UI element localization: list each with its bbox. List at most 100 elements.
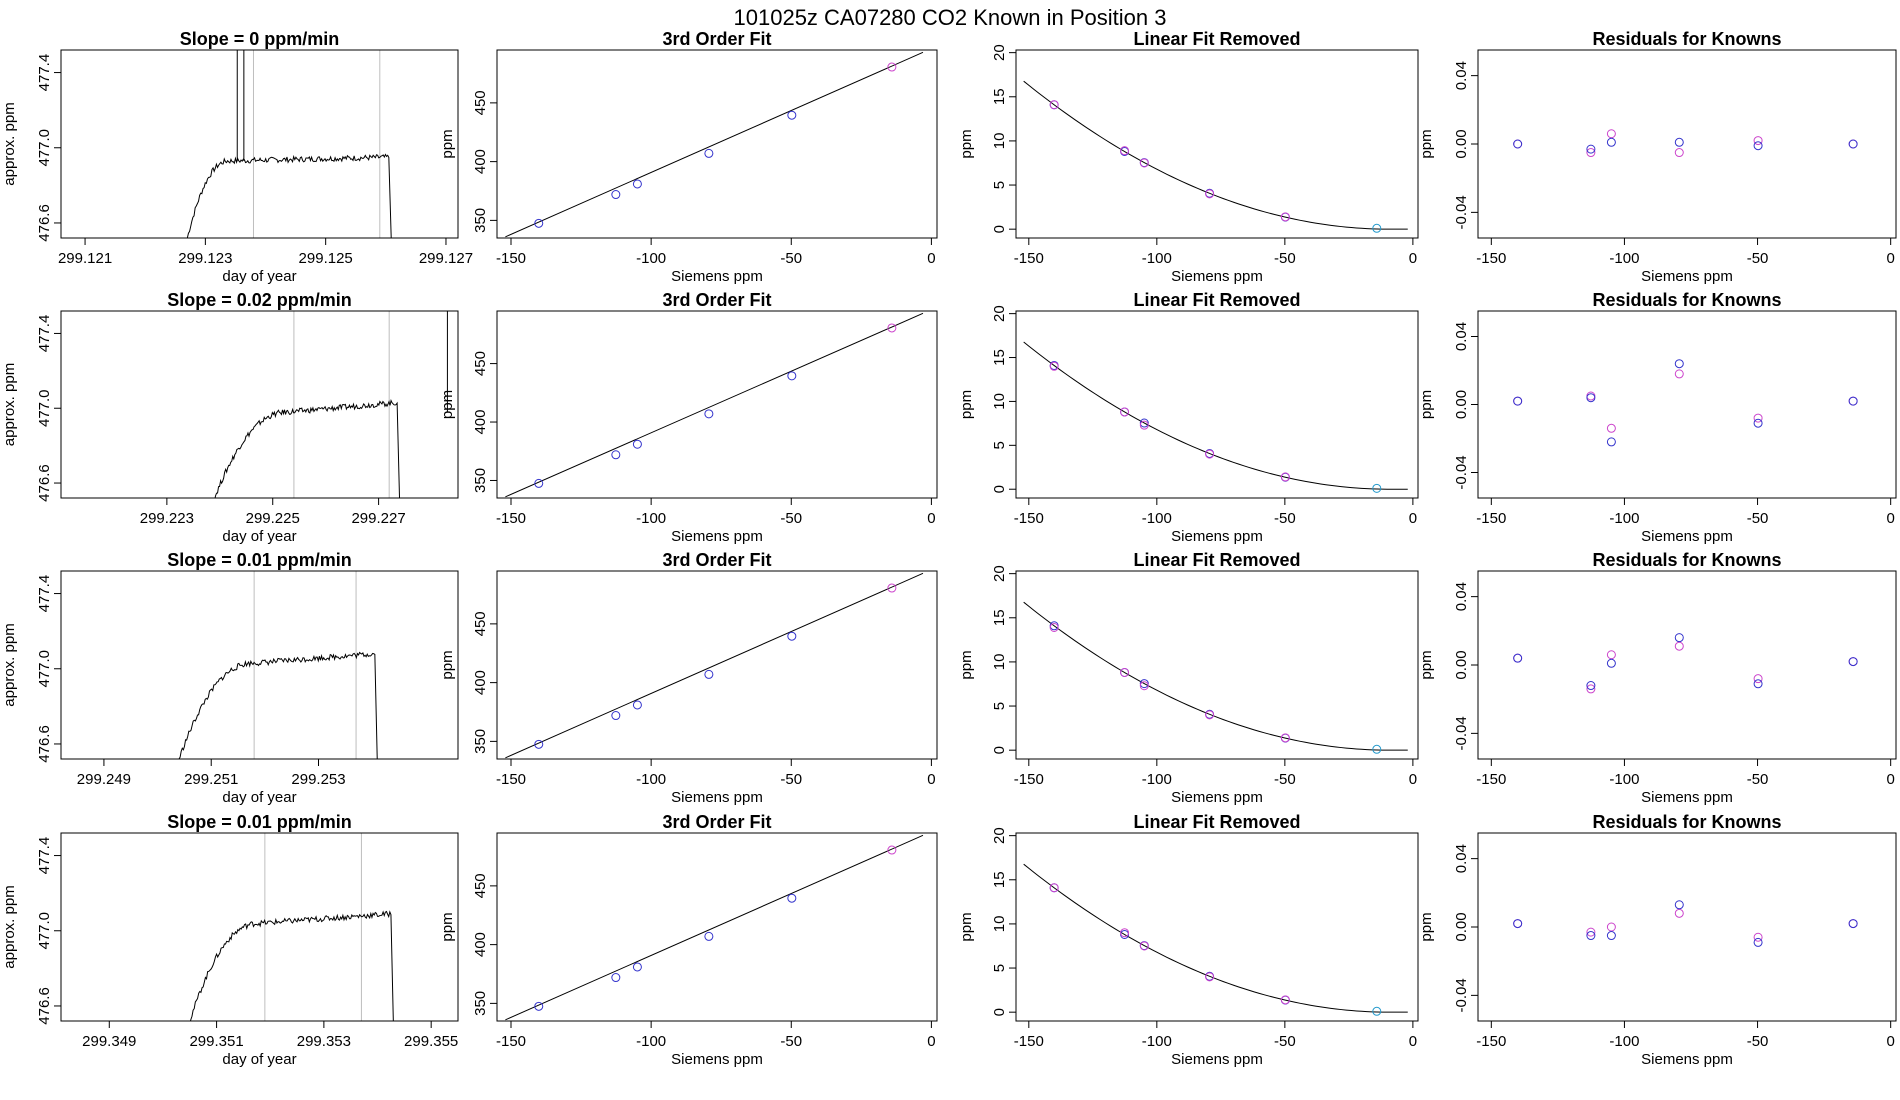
x-tick-label: -150 (496, 250, 526, 267)
trace-xlabel: day of year (222, 528, 296, 545)
trace-panel: 476.6 477.0 477.4 299.349 299.351 299.353 299.… (1, 812, 459, 1068)
y-tick-label: 0.04 (1453, 61, 1470, 90)
residual-point-alt (1674, 641, 1684, 651)
y-tick-label: -0.04 (1453, 978, 1470, 1012)
linfit-title: Linear Fit Removed (1133, 29, 1300, 49)
fit-point (704, 148, 714, 158)
x-tick-label: 299.349 (82, 1033, 136, 1050)
y-tick-label: 0.00 (1453, 650, 1470, 679)
residuals-panel: -0.04 0.00 0.04 -150 -100 -50 0 Residuals for K… (1418, 812, 1897, 1068)
figure-title: 101025z CA07280 CO2 Known in Position 3 (734, 5, 1167, 30)
linfit-xlabel: Siemens ppm (1171, 1051, 1263, 1068)
fit-xlabel: Siemens ppm (671, 528, 763, 545)
residual-point-alt (1753, 674, 1763, 684)
linfit-panel: 0 5 10 15 20 -150 -100 -50 0 Linear Fit Removed Si… (958, 550, 1419, 806)
fit-title: 3rd Order Fit (662, 812, 771, 832)
x-tick-label: -100 (636, 771, 666, 788)
trace-title: Slope = 0 ppm/min (180, 29, 340, 49)
trace-title: Slope = 0.02 ppm/min (167, 290, 352, 310)
y-tick-label: 477.0 (36, 650, 53, 688)
residual-point-alt (1753, 136, 1763, 146)
trace-xlabel: day of year (222, 789, 296, 806)
fit-line (505, 834, 924, 1021)
residual-point-alt (1674, 369, 1684, 379)
residual-point (1753, 141, 1763, 151)
linfit-point-alt (1280, 212, 1290, 222)
x-tick-label: 299.249 (77, 771, 131, 788)
x-tick-label: 0 (1887, 510, 1895, 527)
linfit-ylabel: ppm (958, 129, 975, 158)
y-tick-label: 10 (991, 393, 1008, 410)
y-tick-label: -0.04 (1453, 716, 1470, 750)
trace-plot-area (189, 833, 394, 1021)
quadratic-curve (1023, 601, 1408, 751)
residuals-title: Residuals for Knowns (1592, 550, 1781, 570)
x-tick-label: 299.123 (178, 250, 232, 267)
fit-title: 3rd Order Fit (662, 550, 771, 570)
x-tick-label: -100 (1142, 510, 1172, 527)
x-tick-label: 299.251 (184, 771, 238, 788)
x-tick-label: -100 (1142, 1033, 1172, 1050)
linfit-point-alt (1049, 100, 1059, 110)
fit-point (887, 323, 897, 333)
linfit-point-alt (1049, 883, 1059, 893)
fit-panel: 350 400 450 -150 -100 -50 0 3rd Order Fit Siemen… (439, 550, 938, 806)
trace-frame (60, 49, 459, 239)
residual-point (1848, 396, 1858, 406)
residual-point-alt (1606, 423, 1616, 433)
y-tick-label: 5 (991, 964, 1008, 972)
row-1: 476.6 477.0 477.4 299.121 299.123 299.125 299.… (1, 29, 1897, 285)
linfit-point-alt (1205, 972, 1215, 982)
x-tick-label: -50 (780, 771, 802, 788)
x-tick-label: -150 (1476, 510, 1506, 527)
x-tick-label: 0 (927, 510, 935, 527)
x-tick-label: -50 (1274, 510, 1296, 527)
x-tick-label: -100 (1609, 771, 1639, 788)
linfit-point-alt (1205, 710, 1215, 720)
residuals-ylabel: ppm (1418, 912, 1435, 941)
residual-point (1674, 359, 1684, 369)
residual-point (1586, 144, 1596, 154)
linfit-point-alt (1139, 681, 1149, 691)
fit-ylabel: ppm (439, 650, 456, 679)
fit-frame (496, 570, 938, 760)
linfit-frame (1015, 570, 1419, 760)
residuals-ylabel: ppm (1418, 129, 1435, 158)
y-tick-label: 20 (991, 44, 1008, 61)
row-2: 476.6 477.0 477.4 299.223 299.225 299.227 Slop… (1, 290, 1897, 545)
trace-frame (60, 310, 459, 499)
x-tick-label: 299.127 (419, 250, 473, 267)
residual-point (1848, 657, 1858, 667)
x-tick-label: -150 (1476, 1033, 1506, 1050)
y-tick-label: 400 (472, 932, 489, 957)
x-tick-label: -50 (1747, 510, 1769, 527)
y-tick-label: 477.4 (36, 575, 53, 613)
residual-point (1674, 900, 1684, 910)
fit-point (887, 62, 897, 72)
fit-point (887, 583, 897, 593)
y-tick-label: 350 (472, 991, 489, 1016)
x-tick-label: 299.223 (140, 510, 194, 527)
fit-xlabel: Siemens ppm (671, 1051, 763, 1068)
residual-point (1513, 653, 1523, 663)
trace-title: Slope = 0.01 ppm/min (167, 550, 352, 570)
fit-point (534, 478, 544, 488)
y-tick-label: 20 (991, 827, 1008, 844)
residual-point (1606, 137, 1616, 147)
linfit-point-alt (1120, 407, 1130, 417)
x-tick-label: -100 (1609, 1033, 1639, 1050)
fit-point (704, 931, 714, 941)
residuals-xlabel: Siemens ppm (1641, 789, 1733, 806)
linfit-frame (1015, 832, 1419, 1022)
trace-plot-area (214, 311, 448, 498)
fit-point (787, 893, 797, 903)
residual-point (1586, 931, 1596, 941)
plot-grid: 476.6 477.0 477.4 299.121 299.123 299.125 299.… (1, 29, 1897, 1068)
fit-point (534, 1001, 544, 1011)
fit-point (611, 450, 621, 460)
residuals-title: Residuals for Knowns (1592, 290, 1781, 310)
x-tick-label: -50 (780, 1033, 802, 1050)
residual-point-alt (1586, 684, 1596, 694)
fit-ylabel: ppm (439, 390, 456, 419)
